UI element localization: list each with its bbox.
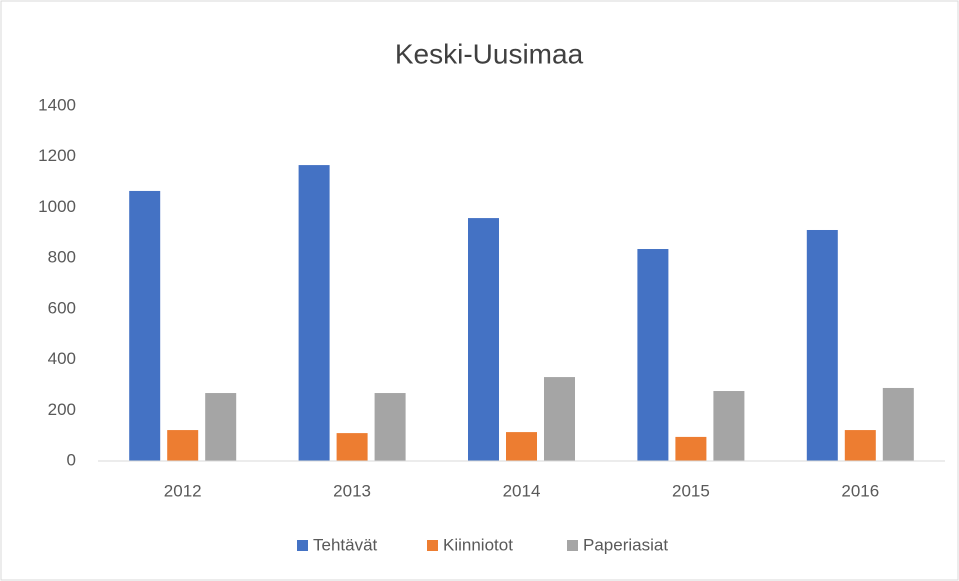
legend-swatch (427, 540, 438, 551)
y-tick-label: 400 (48, 349, 76, 368)
y-tick-label: 600 (48, 298, 76, 317)
bar (336, 433, 368, 461)
y-tick-label: 1200 (38, 146, 76, 165)
bar (468, 218, 499, 461)
legend-swatch (297, 540, 308, 551)
y-tick-label: 0 (67, 450, 76, 469)
bar (844, 430, 876, 461)
bar (374, 393, 406, 461)
y-tick-label: 1400 (38, 95, 76, 114)
x-tick-label: 2015 (672, 481, 710, 500)
x-tick-label: 2016 (841, 481, 879, 500)
legend-label: Paperiasiat (583, 535, 668, 554)
legend-label: Kiinniotot (443, 535, 513, 554)
bar (637, 249, 669, 461)
chart-title: Keski-Uusimaa (395, 38, 584, 69)
x-tick-label: 2014 (503, 481, 541, 500)
bar (167, 430, 199, 461)
bar (205, 393, 237, 461)
y-tick-label: 800 (48, 248, 76, 267)
bar (882, 387, 914, 461)
legend-label: Tehtävät (313, 535, 378, 554)
bar (544, 377, 575, 461)
bar (129, 190, 161, 462)
bar (713, 391, 745, 461)
bar (806, 229, 838, 461)
bar (506, 432, 537, 461)
x-tick-label: 2012 (164, 481, 202, 500)
y-tick-label: 200 (48, 400, 76, 419)
bar (675, 436, 707, 461)
bar (298, 165, 330, 461)
y-tick-label: 1000 (38, 197, 76, 216)
x-tick-label: 2013 (333, 481, 371, 500)
legend-swatch (567, 540, 578, 551)
